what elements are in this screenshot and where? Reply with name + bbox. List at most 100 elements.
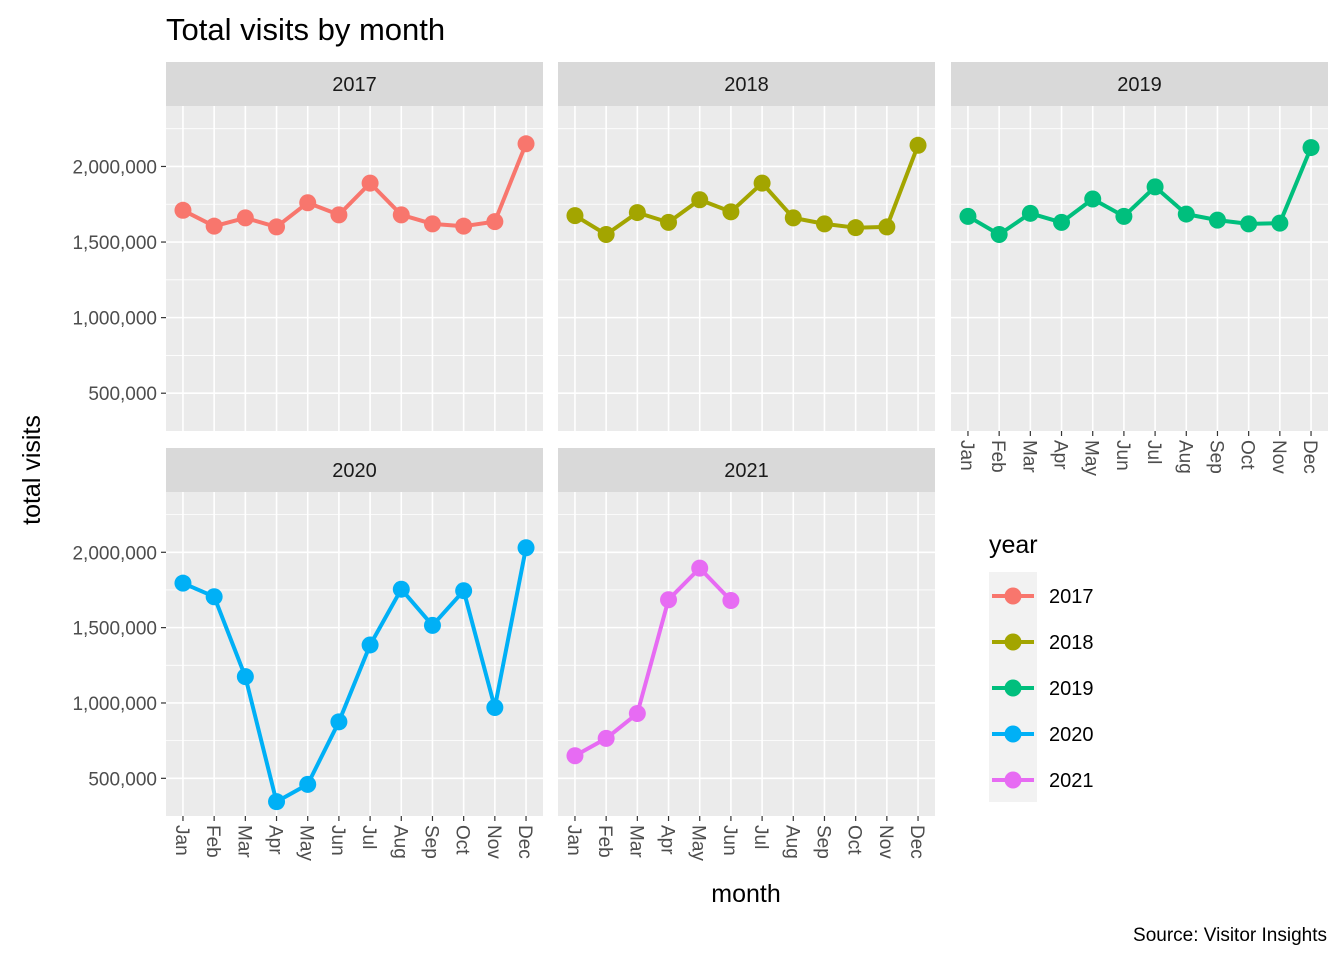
data-point <box>959 207 977 225</box>
plot-background <box>166 492 543 816</box>
x-tick-label: May <box>296 825 317 861</box>
panel-2020: 2020 500,000 1,000,000 1,500,000 2,000,000 Ja… <box>72 448 543 861</box>
data-point <box>566 747 584 765</box>
legend-label: 2018 <box>1049 632 1094 654</box>
data-point <box>392 580 410 598</box>
data-point <box>753 174 771 192</box>
x-axis-title: month <box>711 880 780 908</box>
x-tick-label: Oct <box>1237 440 1258 470</box>
x-tick-label: Apr <box>657 825 678 855</box>
data-point <box>1302 139 1320 157</box>
legend-key-point <box>1004 771 1022 789</box>
data-point <box>722 592 740 610</box>
x-tick-label: Mar <box>1018 440 1039 473</box>
plot-background <box>166 106 543 431</box>
x-tick-label: Dec <box>514 825 535 859</box>
x-tick-label: Jul <box>1143 440 1164 464</box>
data-point <box>566 207 584 225</box>
x-tick-label: Sep <box>1205 440 1226 474</box>
y-tick-label: 1,000,000 <box>72 309 157 330</box>
legend-title: year <box>989 531 1038 559</box>
facet-strip <box>558 448 935 492</box>
data-point <box>268 218 286 236</box>
plot-background <box>558 106 935 431</box>
x-tick-label: Apr <box>1050 440 1071 470</box>
data-point <box>517 539 535 557</box>
x-tick-label: Feb <box>987 440 1008 473</box>
series-line-2020 <box>182 547 528 804</box>
x-tick-label: May <box>1081 440 1102 476</box>
data-point <box>330 713 348 731</box>
data-point <box>205 217 223 235</box>
data-point <box>174 574 192 592</box>
data-point <box>660 591 678 609</box>
data-point <box>691 191 709 209</box>
panel-2019: 2019 Jan Feb Mar Apr May Jun Jul Aug Sep Oct Nov Dec <box>951 62 1328 476</box>
legend-key-point <box>1004 679 1022 697</box>
data-point <box>486 213 504 231</box>
x-tick-label: Nov <box>483 825 504 859</box>
plot-background <box>558 492 935 816</box>
data-point <box>660 213 678 231</box>
data-point <box>909 136 927 154</box>
legend-key-point <box>1004 633 1022 651</box>
panel-2021: 2021 Jan Feb Mar Apr May Jun Jul Aug Sep Oct Nov Dec <box>558 448 935 861</box>
x-tick-label: Jul <box>358 825 379 849</box>
legend-label: 2019 <box>1049 678 1094 700</box>
data-point <box>236 668 254 686</box>
plot-background <box>951 106 1328 431</box>
facet-strip-label: 2018 <box>724 74 769 96</box>
x-tick-label: Dec <box>1299 440 1320 474</box>
x-tick-label: Jun <box>327 825 348 856</box>
y-tick-label: 1,000,000 <box>72 694 157 715</box>
data-point <box>1271 214 1289 232</box>
legend-key-point <box>1004 587 1022 605</box>
x-tick-label: Apr <box>265 825 286 855</box>
data-point <box>784 209 802 227</box>
data-point <box>1146 178 1164 196</box>
x-tick-label: Aug <box>781 825 802 859</box>
data-point <box>1021 204 1039 222</box>
y-tick-label: 2,000,000 <box>72 543 157 564</box>
data-point <box>597 729 615 747</box>
data-point <box>423 616 441 634</box>
legend-key-point <box>1004 725 1022 743</box>
x-tick-label: Nov <box>875 825 896 859</box>
facet-strip <box>166 62 543 106</box>
x-tick-label: Feb <box>594 825 615 858</box>
data-point <box>990 225 1008 243</box>
x-tick-label: Mar <box>625 825 646 858</box>
data-point <box>1240 215 1258 233</box>
data-point <box>691 559 709 577</box>
data-point <box>268 793 286 811</box>
x-tick-label: Feb <box>202 825 223 858</box>
data-point <box>361 174 379 192</box>
data-point <box>299 194 317 212</box>
y-axis-title: total visits <box>18 415 46 525</box>
data-point <box>628 204 646 222</box>
y-tick-label: 2,000,000 <box>72 157 157 178</box>
data-point <box>330 206 348 224</box>
legend: year 2017 2018 2019 2020 2021 <box>989 531 1094 802</box>
data-point <box>423 215 441 233</box>
legend-label: 2017 <box>1049 586 1094 608</box>
data-point <box>1115 207 1133 225</box>
x-tick-label: Jan <box>563 825 584 856</box>
x-tick-label: Jul <box>750 825 771 849</box>
data-point <box>392 206 410 224</box>
legend-label: 2020 <box>1049 724 1094 746</box>
legend-item-2018: 2018 <box>992 632 1094 654</box>
panel-2018: 2018 <box>558 62 935 431</box>
panel-2017: 2017 500,000 1,000,000 1,500,000 2,000,000 <box>72 62 543 431</box>
x-tick-label: Sep <box>420 825 441 859</box>
data-point <box>486 698 504 716</box>
x-tick-label: Jun <box>1112 440 1133 471</box>
facet-strip-label: 2017 <box>332 74 377 96</box>
y-tick-label: 1,500,000 <box>72 233 157 254</box>
data-point <box>722 203 740 221</box>
x-tick-label: Oct <box>452 825 473 855</box>
data-point <box>361 636 379 654</box>
facet-strip-label: 2019 <box>1117 74 1162 96</box>
legend-item-2019: 2019 <box>992 678 1094 700</box>
